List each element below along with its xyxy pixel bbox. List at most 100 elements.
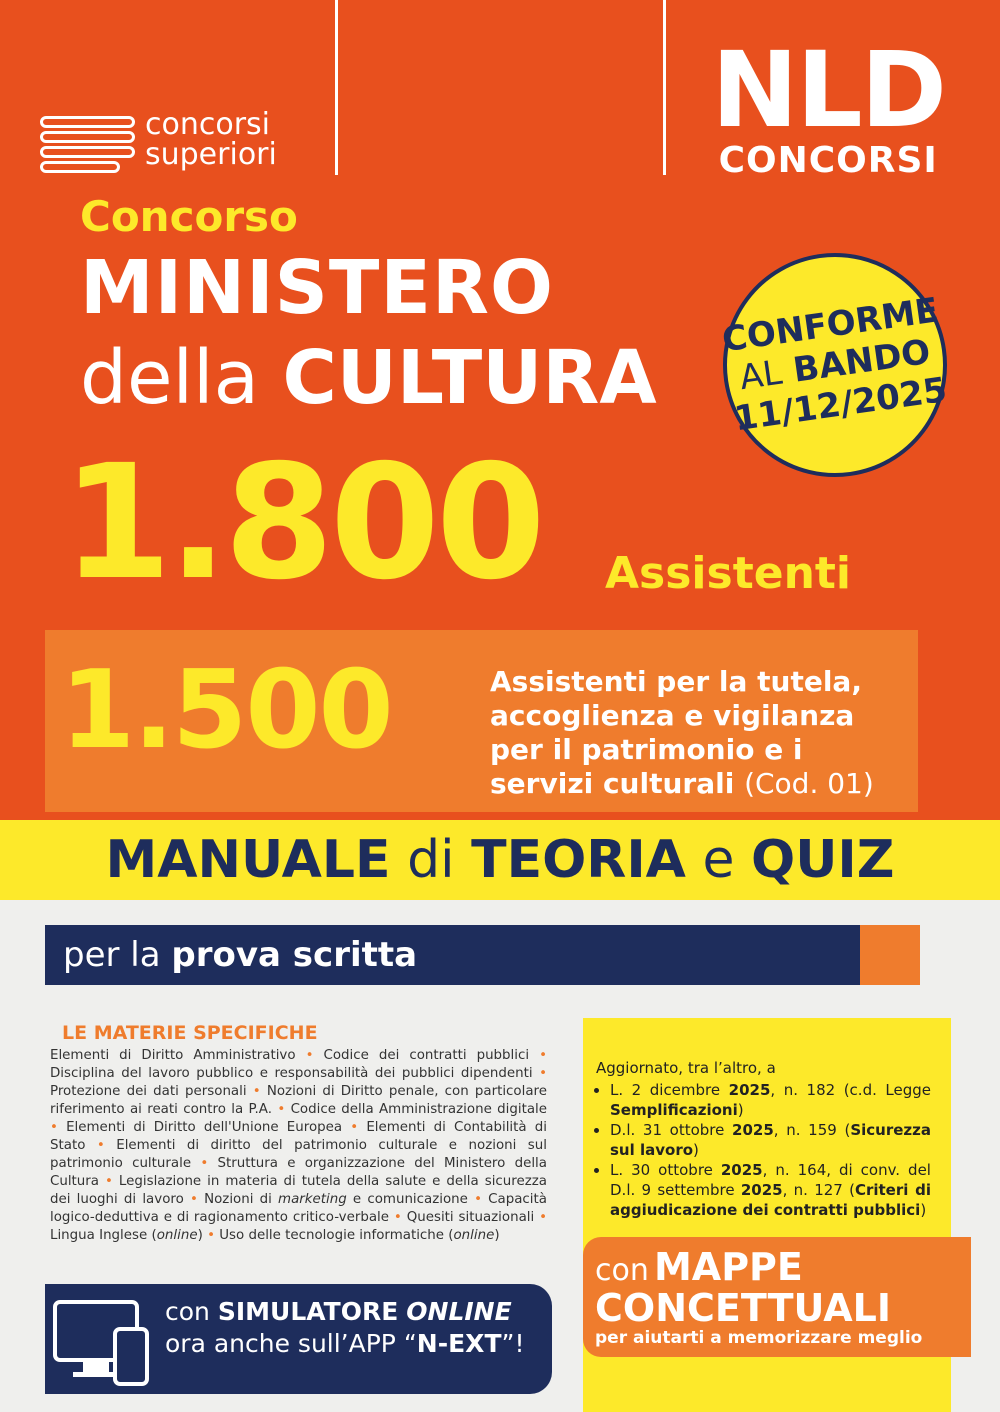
maps-title: CONCETTUALI xyxy=(595,1286,892,1330)
update-segment: L. 2 dicembre xyxy=(610,1081,729,1099)
title-light: della xyxy=(80,335,259,421)
bullet: • xyxy=(539,1066,547,1081)
update-segment: Sicurezza sul lavoro xyxy=(610,1121,931,1159)
subject-item: Elementi di Diritto Amministrativo xyxy=(50,1048,296,1063)
simulator-line: ora anche sull’APP “N-EXT”! xyxy=(165,1328,525,1360)
device-icon xyxy=(53,1300,149,1386)
bullet: • xyxy=(305,1048,314,1063)
bullet: • xyxy=(252,1084,261,1099)
subject-item: Protezione dei dati personali xyxy=(50,1084,247,1099)
logo-name: CONCORSI xyxy=(718,140,938,181)
bullet: • xyxy=(474,1192,482,1207)
subject-segment: online xyxy=(156,1228,198,1243)
logo-icon xyxy=(40,116,135,128)
subject-segment: Elementi di Contabilità di Stato xyxy=(50,1120,547,1153)
subject-segment: e comunicazione xyxy=(346,1192,468,1207)
subject-item: Capacità logico-deduttiva e di ragioname… xyxy=(50,1192,547,1225)
maps-pre: con xyxy=(595,1253,649,1288)
bullet: • xyxy=(393,1210,402,1225)
title-line: MINISTERO xyxy=(80,245,554,331)
logo-word: superiori xyxy=(145,137,277,172)
update-item: L. 30 ottobre 2025, n. 164, di conv. del… xyxy=(610,1160,931,1220)
subject-item: Nozioni di Diritto penale, con particola… xyxy=(50,1084,547,1117)
simulator-pre: con xyxy=(165,1297,210,1326)
subject-segment: Elementi di Diritto dell'Unione Europea xyxy=(66,1120,343,1135)
logo-icon xyxy=(40,161,120,173)
update-segment: , n. 127 ( xyxy=(782,1181,855,1199)
update-segment: , n. 159 ( xyxy=(773,1121,851,1139)
subject-item: Legislazione in materia di tutela della … xyxy=(50,1174,547,1207)
subject-segment: Uso delle tecnologie informatiche ( xyxy=(219,1228,454,1243)
subject-item: Disciplina del lavoro pubblico e respons… xyxy=(50,1066,533,1081)
maps-box: con MAPPE CONCETTUALI per aiutarti a mem… xyxy=(583,1237,971,1357)
badge-light: AL xyxy=(737,352,785,399)
subtitle-light: per la xyxy=(63,935,161,975)
update-item: D.l. 31 ottobre 2025, n. 159 (Sicurezza … xyxy=(610,1120,931,1160)
subject-item: Elementi di Diritto dell'Unione Europea xyxy=(66,1120,342,1135)
profile-number: 1.500 xyxy=(60,648,394,773)
bullet: • xyxy=(207,1228,215,1243)
maps-sub: per aiutarti a memorizzare meglio xyxy=(595,1328,923,1348)
update-segment: ) xyxy=(737,1101,744,1119)
subject-item: Uso delle tecnologie informatiche (onlin… xyxy=(219,1228,499,1243)
bullet: • xyxy=(539,1210,548,1225)
big-label: Assistenti xyxy=(605,548,852,599)
update-segment: Semplificazioni xyxy=(610,1101,738,1119)
bullet: • xyxy=(350,1120,359,1135)
bullet: • xyxy=(189,1192,198,1207)
profile-box xyxy=(45,630,918,812)
simulator-bold: SIMULATORE xyxy=(217,1297,399,1326)
subtitle-bold: prova scritta xyxy=(171,935,418,975)
bullet: • xyxy=(50,1120,58,1135)
subject-segment: Legislazione in materia di tutela della … xyxy=(50,1174,547,1207)
simulator-text: con SIMULATORE ONLINE ora anche sull’APP… xyxy=(165,1296,525,1360)
subject-item: Elementi di diritto del patrimonio cultu… xyxy=(50,1138,547,1171)
subject-segment: Lingua Inglese ( xyxy=(50,1228,157,1243)
bullet: • xyxy=(200,1156,209,1171)
profile-line: accoglienza e vigilanza xyxy=(490,699,855,732)
profile-code: (Cod. 01) xyxy=(744,767,874,800)
subject-segment: Quesiti situazionali xyxy=(406,1210,535,1225)
update-segment: ) xyxy=(920,1201,927,1219)
maps-title: MAPPE xyxy=(653,1245,803,1289)
logo-icon xyxy=(40,131,135,143)
banner-part: TEORIA xyxy=(471,830,686,890)
update-segment: 2025 xyxy=(728,1081,771,1099)
subject-item: Codice dei contratti pubblici xyxy=(324,1048,530,1063)
subtitle-bar: per la prova scritta xyxy=(45,925,860,985)
subject-item: Codice della Amministrazione digitale xyxy=(291,1102,547,1117)
simulator-segment: N-EXT xyxy=(416,1329,502,1358)
update-item: L. 2 dicembre 2025, n. 182 (c.d. Legge S… xyxy=(610,1080,931,1120)
profile-line: servizi culturali (Cod. 01) xyxy=(490,767,874,800)
bullet: • xyxy=(277,1102,286,1117)
title-bold: CULTURA xyxy=(282,335,657,421)
updates-list: L. 2 dicembre 2025, n. 182 (c.d. Legge S… xyxy=(596,1080,931,1220)
bullet: • xyxy=(96,1138,105,1153)
subject-segment: Struttura e organizzazione del Ministero… xyxy=(50,1156,547,1189)
subject-item: Nozioni di marketing e comunicazione xyxy=(204,1192,468,1207)
logo-icon xyxy=(40,146,135,158)
subject-segment: Disciplina del lavoro pubblico e respons… xyxy=(50,1066,533,1081)
subject-segment: ) xyxy=(494,1228,500,1243)
update-segment: L. 30 ottobre xyxy=(610,1161,721,1179)
subject-segment: online xyxy=(453,1228,495,1243)
simulator-segment: ”! xyxy=(501,1329,525,1358)
bullet: • xyxy=(539,1048,547,1063)
update-segment: Criteri di aggiudicazione dei contratti … xyxy=(610,1181,931,1219)
subject-segment: marketing xyxy=(278,1192,347,1207)
nld-logo: NLD CONCORSI xyxy=(711,38,947,181)
update-segment: 2025 xyxy=(720,1161,763,1179)
update-segment: ) xyxy=(693,1141,699,1159)
simulator-italic: ONLINE xyxy=(406,1297,512,1326)
update-segment: , n. 164, di conv. del D.l. 9 settembre xyxy=(610,1161,931,1199)
subject-segment: Codice dei contratti pubblici xyxy=(323,1048,530,1063)
subject-segment: Protezione dei dati personali xyxy=(50,1084,247,1099)
update-segment: , n. 182 (c.d. Legge xyxy=(770,1081,931,1099)
update-segment: 2025 xyxy=(740,1181,783,1199)
subject-segment: Codice della Amministrazione digitale xyxy=(290,1102,548,1117)
subject-segment: Elementi di diritto del patrimonio cultu… xyxy=(50,1138,547,1171)
update-segment: 2025 xyxy=(732,1121,774,1139)
banner-part: e xyxy=(702,830,735,890)
subject-item: Struttura e organizzazione del Ministero… xyxy=(50,1156,547,1189)
